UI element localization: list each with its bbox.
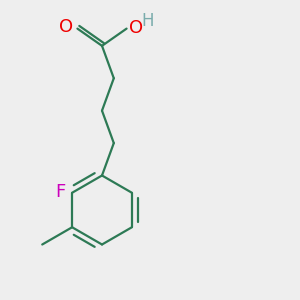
Text: O: O (59, 18, 73, 36)
Text: H: H (142, 12, 154, 30)
Text: F: F (55, 183, 65, 201)
Text: O: O (129, 19, 143, 37)
